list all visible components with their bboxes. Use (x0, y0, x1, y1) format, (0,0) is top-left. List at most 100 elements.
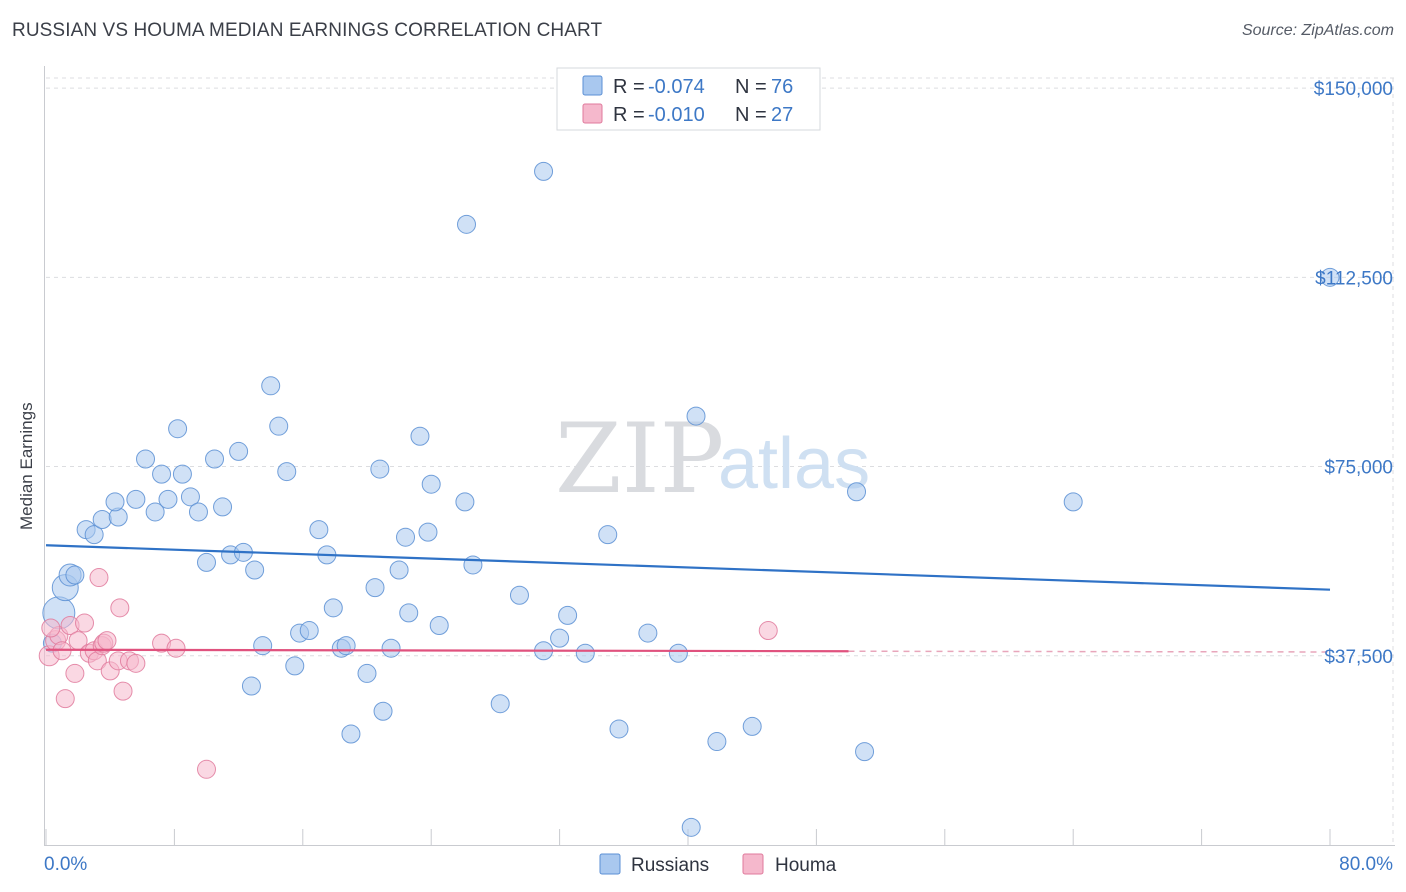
legend-n-label-houma: N = (735, 104, 767, 126)
russians-point (1063, 492, 1083, 512)
source-note: Source: ZipAtlas.com (1241, 22, 1394, 39)
russians-point (396, 527, 416, 547)
bottom-legend-label-houma: Houma (775, 855, 837, 876)
russians-point (158, 489, 178, 509)
houma-point (55, 689, 75, 709)
x-tick-label-min: 0.0% (44, 854, 87, 875)
russians-point (742, 716, 762, 736)
russians-point (92, 510, 112, 530)
houma-point (110, 598, 130, 618)
russians-point (429, 615, 449, 635)
legend-swatch-houma (582, 103, 603, 124)
russians-point (410, 426, 430, 446)
y-tick-label: $112,500 (1315, 268, 1393, 289)
legend-r-value-russians: -0.074 (648, 76, 705, 98)
houma-trend-extension (848, 650, 1331, 653)
russians-point (180, 487, 200, 507)
russians-point (421, 474, 441, 494)
russians-point (399, 603, 419, 623)
russians-point (323, 598, 343, 618)
bottom-legend-swatch-russians (599, 853, 621, 875)
russians-point (855, 742, 875, 762)
houma-point (166, 638, 186, 658)
houma-point (126, 653, 146, 673)
bottom-legend-swatch-houma (742, 853, 764, 875)
houma-point (65, 663, 85, 683)
houma-point (41, 618, 61, 638)
russians-point (105, 492, 125, 512)
russians-point (463, 555, 483, 575)
russians-point (509, 585, 529, 605)
russians-point (172, 464, 192, 484)
russians-point (575, 643, 595, 663)
russians-point (65, 565, 85, 585)
russians-point (373, 701, 393, 721)
y-tick-label: $150,000 (1314, 79, 1393, 100)
legend-n-value-russians: 76 (771, 76, 793, 98)
y-tick-label: $75,000 (1324, 458, 1393, 479)
russians-point (197, 552, 216, 572)
russians-point (707, 732, 727, 752)
russians-point (136, 449, 156, 469)
russians-point (188, 502, 208, 522)
houma-point (113, 681, 133, 701)
x-tick-label-max: 80.0% (1339, 854, 1393, 875)
russians-point (681, 817, 701, 837)
russians-point (370, 459, 390, 479)
russians-point (847, 482, 867, 502)
y-tick-label: $37,500 (1324, 647, 1393, 668)
russians-point (269, 416, 289, 436)
russians-point (285, 656, 305, 676)
legend-r-label-houma: R = (613, 104, 645, 126)
russians-point (126, 489, 146, 509)
russians-point (168, 419, 188, 439)
russians-point (455, 492, 475, 512)
russians-trend-line (45, 544, 1331, 591)
russians-point (336, 636, 356, 656)
russians-point (668, 643, 688, 663)
russians-point (389, 560, 409, 580)
houma-point (97, 631, 117, 651)
russians-point (638, 623, 658, 643)
russians-point (277, 462, 297, 482)
russians-point (241, 676, 261, 696)
russians-point (229, 441, 249, 461)
russians-point (598, 525, 618, 545)
houma-point (758, 621, 778, 641)
russians-point (261, 376, 281, 396)
russians-point (490, 694, 510, 714)
houma-point (75, 613, 95, 633)
russians-point (84, 525, 104, 545)
russians-point (381, 638, 401, 658)
russians-point (299, 621, 319, 641)
russians-point (152, 464, 172, 484)
houma-series (38, 568, 778, 779)
legend-swatch-russians (582, 75, 603, 96)
russians-point (558, 605, 578, 625)
russians-point (418, 522, 438, 542)
russians-point (341, 724, 361, 744)
houma-trend-line (45, 648, 849, 653)
houma-point (197, 759, 216, 779)
russians-point (609, 719, 629, 739)
correlation-legend: R = -0.074 N = 76 R = -0.010 N = 27 (556, 67, 821, 131)
bottom-legend-label-russians: Russians (631, 855, 709, 876)
series-legend: Russians Houma (599, 853, 837, 876)
russians-point (357, 663, 377, 683)
y-tick-labels: $37,500 $75,000 $112,500 $150,000 (1314, 79, 1393, 668)
watermark-atlas: atlas (718, 424, 870, 504)
russians-point (245, 560, 265, 580)
trend-lines (45, 544, 1331, 653)
legend-r-value-houma: -0.010 (648, 104, 705, 126)
legend-r-label-russians: R = (613, 76, 645, 98)
russians-point (1320, 267, 1340, 287)
legend-n-label-russians: N = (735, 76, 767, 98)
russians-point (457, 214, 477, 234)
russians-point (213, 497, 233, 517)
russians-point (534, 161, 554, 181)
russians-point (686, 406, 706, 426)
russians-point (253, 636, 273, 656)
houma-point (89, 568, 109, 588)
russians-point (365, 578, 385, 598)
